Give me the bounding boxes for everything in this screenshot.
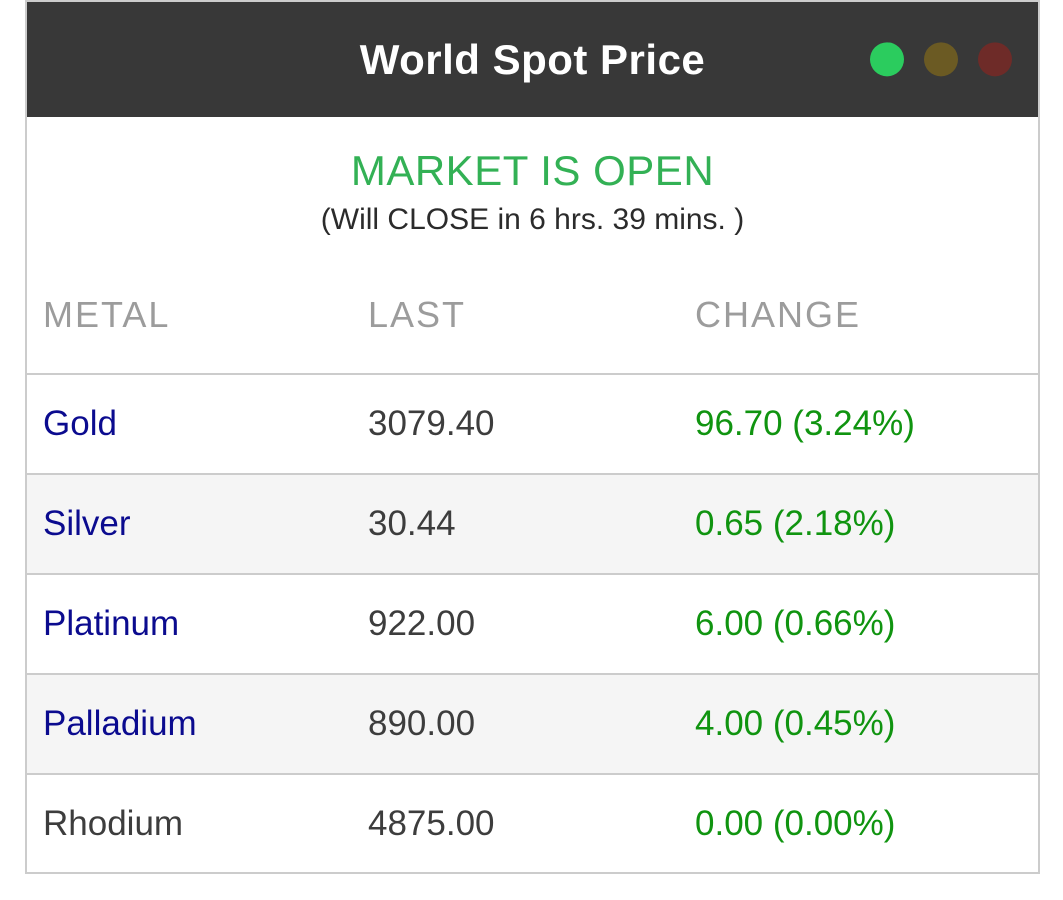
column-header-last: LAST (368, 294, 467, 335)
status-lights (870, 41, 1012, 76)
market-status-headline: MARKET IS OPEN (350, 147, 715, 194)
red-light-icon (978, 41, 1012, 76)
change-value: 6.00 (0.66%) (695, 604, 896, 643)
table-header-row: METAL LAST CHANGE (27, 257, 1038, 373)
metal-name: Rhodium (43, 804, 184, 843)
metal-name[interactable]: Platinum (43, 604, 180, 643)
last-price: 890.00 (368, 704, 476, 743)
green-light-icon (870, 41, 904, 76)
table-row: Gold 3079.40 96.70 (3.24%) (27, 373, 1038, 473)
column-header-change: CHANGE (695, 294, 862, 335)
table-row: Palladium 890.00 4.00 (0.45%) (27, 673, 1038, 773)
window-title: World Spot Price (359, 35, 706, 83)
metal-name[interactable]: Silver (43, 504, 131, 543)
market-status-section: MARKET IS OPEN (Will CLOSE in 6 hrs. 39 … (27, 117, 1038, 257)
last-price: 4875.00 (368, 804, 495, 843)
change-value: 4.00 (0.45%) (695, 704, 896, 743)
spot-price-widget: World Spot Price MARKET IS OPEN (Will CL… (25, 0, 1040, 874)
last-price: 30.44 (368, 504, 456, 543)
change-value: 0.00 (0.00%) (695, 804, 896, 843)
window-header: World Spot Price (27, 2, 1038, 117)
change-value: 96.70 (3.24%) (695, 404, 915, 443)
table-row: Platinum 922.00 6.00 (0.66%) (27, 573, 1038, 673)
market-close-countdown: (Will CLOSE in 6 hrs. 39 mins. ) (320, 203, 745, 236)
column-header-metal: METAL (43, 294, 171, 335)
metal-name[interactable]: Gold (43, 404, 117, 443)
last-price: 3079.40 (368, 404, 495, 443)
table-row: Silver 30.44 0.65 (2.18%) (27, 473, 1038, 573)
price-table: Gold 3079.40 96.70 (3.24%) Silver 30.44 … (27, 373, 1038, 873)
table-row: Rhodium 4875.00 0.00 (0.00%) (27, 773, 1038, 873)
yellow-light-icon (924, 41, 958, 76)
last-price: 922.00 (368, 604, 476, 643)
change-value: 0.65 (2.18%) (695, 504, 896, 543)
metal-name[interactable]: Palladium (43, 704, 197, 743)
